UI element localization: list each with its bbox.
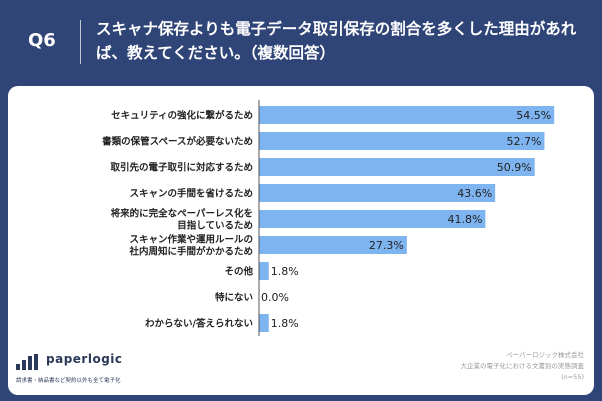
chart-panel: セキュリティの強化に繋がるため 54.5% 書類の保管スペースが必要ないため 52.7…	[8, 86, 594, 395]
value-label-1: 52.7%	[507, 135, 542, 148]
category-label-6: その他	[224, 266, 253, 278]
value-label-6: 1.8%	[271, 265, 299, 278]
value-label-7: 0.0%	[261, 291, 289, 304]
category-label-3: スキャンの手間を省けるため	[129, 188, 253, 200]
category-label-4-1: 目指しているため	[177, 220, 253, 232]
source-note: ペーパーロジック株式会社 大企業の電子化における文書別の実態調査 (n=55)	[461, 350, 585, 383]
question-title: スキャナ保存よりも電子データ取引保存の割合を多くした理由があれば、教えてください…	[96, 20, 577, 62]
brand-name: paperlogic	[46, 352, 123, 366]
bar-4	[259, 210, 486, 228]
value-label-5: 27.3%	[369, 239, 404, 252]
bar-8	[259, 314, 269, 332]
paperlogic-logo-icon	[16, 354, 38, 370]
category-label-2: 取引先の電子取引に対応するため	[110, 162, 253, 174]
bar-chart: セキュリティの強化に繋がるため 54.5% 書類の保管スペースが必要ないため 52.7…	[102, 100, 555, 336]
category-label-0: セキュリティの強化に繋がるため	[111, 110, 253, 122]
category-label-8: わからない/答えられない	[145, 318, 253, 330]
category-label-5-1: 社内周知に手間がかかるため	[128, 246, 253, 258]
category-label-5-0: スキャン作業や運用ルールの	[129, 234, 253, 246]
question-number: Q6	[28, 30, 56, 51]
category-label-7: 特にない	[215, 292, 253, 304]
bar-1	[259, 132, 545, 150]
value-label-4: 41.8%	[447, 213, 482, 226]
value-label-0: 54.5%	[516, 109, 551, 122]
value-label-3: 43.6%	[457, 187, 492, 200]
bar-2	[259, 158, 535, 176]
source-sample-size: (n=55)	[561, 373, 584, 381]
value-label-8: 1.8%	[271, 317, 299, 330]
category-label-1: 書類の保管スペースが必要ないため	[102, 136, 253, 148]
category-label-4-0: 将来的に完全なペーパーレス化を	[111, 208, 253, 220]
header: Q6 スキャナ保存よりも電子データ取引保存の割合を多くした理由があれば、教えてく…	[0, 0, 602, 82]
bar-5	[259, 236, 407, 254]
source-company: ペーパーロジック株式会社	[506, 351, 584, 359]
bar-3	[259, 184, 496, 202]
source-survey: 大企業の電子化における文書別の実態調査	[460, 362, 585, 370]
brand-tagline: 請求書・納品書など契約以外も全て電子化	[16, 378, 121, 384]
brand-logo: paperlogic 請求書・納品書など契約以外も全て電子化	[16, 348, 156, 388]
bar-0	[259, 106, 555, 124]
bar-6	[259, 262, 269, 280]
value-label-2: 50.9%	[497, 161, 532, 174]
header-divider	[80, 20, 81, 64]
